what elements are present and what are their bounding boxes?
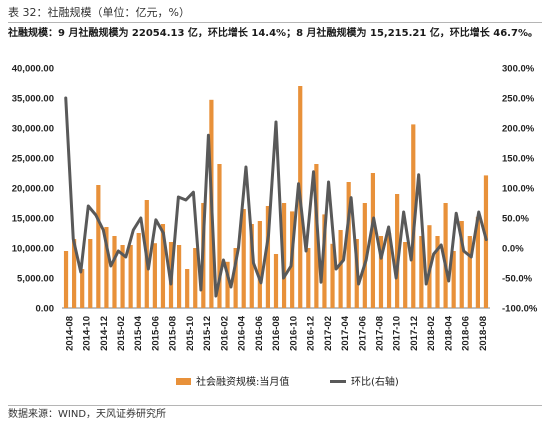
bar [451, 251, 456, 308]
x-axis-tick-label: 2015-08 [168, 316, 179, 351]
x-axis-tick-label: 2017-04 [340, 315, 351, 351]
x-axis-tick-label: 2016-12 [306, 316, 317, 351]
x-axis-tick-label: 2017-02 [323, 316, 334, 351]
right-axis-tick-label: -100.0% [502, 304, 538, 315]
right-axis-tick-label: 200.0% [502, 124, 535, 135]
x-axis-tick-label: 2018-02 [426, 316, 437, 351]
bar [330, 243, 335, 308]
x-axis-tick-label: 2015-02 [116, 316, 127, 351]
bar [370, 173, 376, 308]
x-axis-tick-label: 2017-06 [357, 316, 368, 351]
legend-label-line: 环比(右轴) [351, 375, 399, 388]
bar [136, 233, 141, 308]
tick-labels: 0.00 5,000.00 10,000.00 15,000.00 20,000.00 2… [12, 64, 538, 351]
bar [314, 164, 319, 308]
bar [265, 206, 271, 308]
line-series [64, 96, 488, 298]
bar [483, 175, 489, 308]
bar [63, 251, 69, 308]
bar [176, 245, 182, 308]
left-axis-tick-label: 0.00 [36, 304, 55, 315]
x-axis-tick-label: 2018-06 [461, 316, 472, 351]
bar [128, 245, 133, 308]
legend: 社会融资规模:当月值 环比(右轴) [176, 375, 399, 388]
bar [386, 233, 392, 308]
left-axis-tick-label: 5,000.00 [17, 274, 54, 285]
x-axis-tick-label: 2016-08 [271, 316, 282, 351]
x-axis-tick-label: 2014-08 [64, 316, 75, 351]
bar [346, 182, 351, 308]
bar [96, 185, 101, 308]
left-axis-tick-label: 25,000.00 [12, 154, 54, 165]
x-axis-tick-label: 2015-04 [133, 315, 144, 351]
x-axis-tick-label: 2014-10 [82, 316, 93, 351]
bar [273, 254, 279, 308]
bar [322, 214, 327, 308]
x-axis-tick-label: 2018-08 [478, 316, 489, 351]
bar [411, 124, 416, 309]
bar [435, 236, 440, 308]
figure-title: 表 32：社融规模（单位：亿元，%） [8, 4, 542, 23]
legend-swatch-bar [176, 378, 191, 385]
x-axis-tick-label: 2017-08 [375, 316, 386, 351]
bar [249, 224, 254, 308]
x-axis-tick-label: 2017-10 [392, 316, 403, 351]
bar [104, 227, 109, 308]
x-axis-tick-label: 2014-12 [99, 316, 110, 351]
right-axis-tick-label: 0.0% [502, 244, 524, 255]
left-axis-tick-label: 10,000.00 [12, 244, 54, 255]
social-financing-chart: 0.00 5,000.00 10,000.00 15,000.00 20,000.00 2… [12, 64, 538, 389]
x-axis-tick-label: 2018-04 [443, 315, 454, 351]
x-axis-tick-label: 2017-12 [409, 316, 420, 351]
left-axis-tick-label: 40,000.00 [12, 64, 54, 75]
x-axis-tick-label: 2015-10 [185, 316, 196, 351]
x-axis-tick-label: 2016-04 [237, 315, 248, 351]
bar [233, 248, 238, 308]
bar [403, 242, 408, 308]
x-axis-tick-label: 2016-02 [219, 316, 230, 351]
right-axis-tick-label: 250.0% [502, 94, 535, 105]
bar [112, 236, 117, 308]
bar [241, 209, 246, 308]
bar [362, 203, 367, 308]
bar [378, 236, 384, 308]
bar [217, 164, 222, 308]
bar [120, 245, 125, 308]
left-axis-tick-label: 35,000.00 [12, 94, 54, 105]
bar [88, 239, 93, 308]
bar [467, 236, 472, 308]
bar [160, 224, 166, 308]
bar [152, 243, 157, 308]
bar [80, 269, 85, 308]
bar [443, 203, 448, 308]
bar [338, 230, 343, 308]
bar [395, 194, 400, 308]
left-axis-tick-label: 30,000.00 [12, 124, 54, 135]
bar [281, 203, 287, 308]
x-axis-tick-label: 2016-06 [254, 316, 265, 351]
right-axis-tick-label: 50.0% [502, 214, 529, 225]
line-series-path [64, 96, 488, 298]
left-axis-tick-label: 15,000.00 [12, 214, 54, 225]
bar [185, 269, 190, 308]
bar [193, 248, 198, 308]
right-axis-tick-label: 100.0% [502, 184, 535, 195]
x-axis-tick-label: 2016-10 [288, 316, 299, 351]
left-axis-tick-label: 20,000.00 [12, 184, 54, 195]
bar [419, 236, 424, 308]
bar [72, 239, 77, 308]
bar [306, 248, 311, 308]
bar [257, 221, 262, 308]
right-axis-tick-label: -50.0% [502, 274, 533, 285]
bar [475, 216, 480, 308]
right-axis-tick-label: 150.0% [502, 154, 535, 165]
right-axis-tick-label: 300.0% [502, 64, 535, 75]
data-source: 数据来源：WIND，天风证券研究所 [8, 405, 542, 424]
bar [225, 261, 230, 308]
x-axis-tick-label: 2015-06 [151, 316, 162, 351]
figure-summary: 社融规模：9 月社融规模为 22054.13 亿，环比增长 14.4%；8 月社… [8, 28, 538, 39]
legend-label-bar: 社会融资规模:当月值 [196, 375, 289, 388]
x-axis-tick-label: 2015-12 [202, 316, 213, 351]
bar [459, 221, 464, 308]
